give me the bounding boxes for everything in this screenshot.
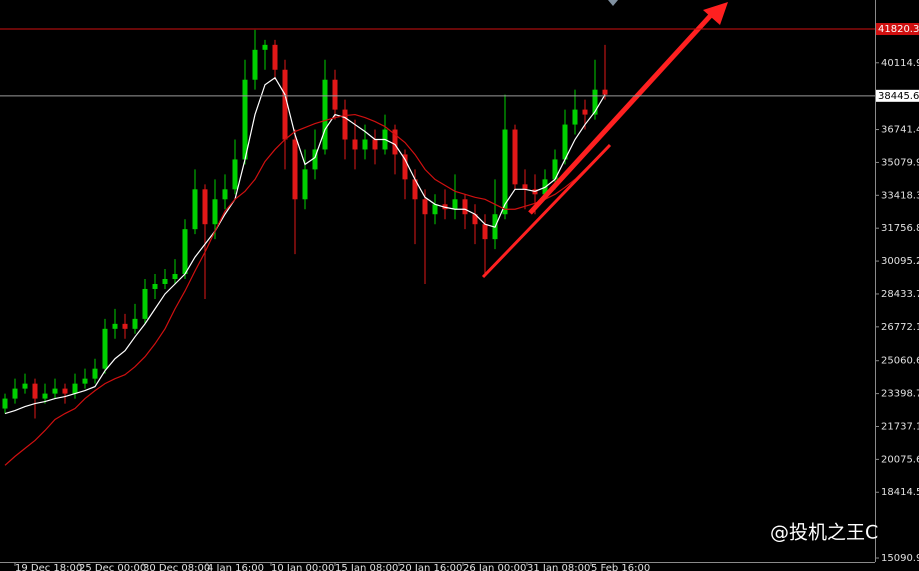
candle-body [182, 229, 188, 275]
y-tick-label: 31756.80 [881, 223, 919, 234]
moving-average [4, 113, 606, 466]
price-label-box [876, 23, 919, 36]
candle-body [172, 274, 178, 280]
candle-body [42, 393, 48, 399]
candle-body [422, 199, 428, 215]
y-tick-label: 35079.90 [881, 157, 919, 168]
watermark: @投机之王C [770, 522, 878, 544]
candle-body [592, 89, 598, 115]
candle-body [222, 189, 228, 200]
candle-body [482, 224, 488, 240]
candle-body [152, 283, 158, 289]
candle-body [362, 139, 368, 150]
candle-body [242, 79, 248, 160]
candle-body [32, 383, 38, 399]
y-tick-label: 40114.90 [881, 58, 919, 69]
y-tick-label: 18414.55 [881, 487, 919, 498]
price-label: 38445.67 [878, 91, 919, 102]
x-tick-label: 15 Jan 08:00 [335, 563, 398, 571]
candle-body [292, 139, 298, 200]
candle-body [462, 199, 468, 215]
candle-body [562, 124, 568, 160]
y-tick-label: 36741.45 [881, 125, 919, 136]
x-tick-label: 19 Dec 18:00 [15, 563, 82, 571]
candle-body [452, 199, 458, 210]
candle-body [502, 129, 508, 215]
candle-body [282, 69, 288, 140]
candle-body [312, 149, 318, 170]
candle-body [12, 388, 18, 399]
y-tick-label: 20075.60 [881, 454, 919, 465]
trend-line [481, 143, 612, 279]
candle-body [162, 279, 168, 284]
plot-area [2, 29, 608, 466]
candle-body [202, 189, 208, 225]
candle-body [92, 368, 98, 379]
candle-body [582, 109, 588, 115]
candle-body [402, 154, 408, 180]
candle-body [52, 388, 58, 394]
candle-body [412, 179, 418, 200]
candle-body [112, 323, 118, 329]
y-tick-label: 30095.25 [881, 256, 919, 267]
candle-body [102, 328, 108, 369]
y-tick-label: 25060.60 [881, 356, 919, 367]
candle-body [522, 184, 528, 190]
price-label-box [876, 89, 919, 102]
candle-body [22, 383, 28, 389]
y-tick-label: 28433.70 [881, 289, 919, 300]
candle-body [262, 44, 268, 50]
candle-body [82, 378, 88, 384]
candle-body [192, 189, 198, 230]
marker [608, 0, 618, 6]
candle-body [332, 79, 338, 110]
candle-body [252, 49, 258, 80]
candle-body [322, 79, 328, 150]
candle-body [2, 398, 8, 409]
arrow-head [703, 2, 728, 25]
candle-body [72, 383, 78, 394]
candle-body [62, 388, 68, 394]
x-tick-label: 26 Jan 00:00 [463, 563, 526, 571]
candle-body [432, 204, 438, 215]
candle-body [572, 109, 578, 125]
price-label: 41820.38 [878, 24, 919, 35]
candle-body [372, 139, 378, 150]
candle-body [392, 129, 398, 155]
x-tick-label: 10 Jan 00:00 [271, 563, 334, 571]
candle-body [212, 199, 218, 225]
y-tick-label: 15090.95 [881, 553, 919, 564]
x-tick-label: 20 Jan 16:00 [399, 563, 462, 571]
candle-body [122, 323, 128, 329]
x-tick-label: 25 Dec 00:00 [79, 563, 146, 571]
y-tick-label: 23398.70 [881, 389, 919, 400]
candle-body [352, 139, 358, 150]
arrow-shaft [528, 12, 714, 215]
candle-body [602, 89, 608, 95]
candle-body [552, 159, 558, 180]
moving-average [4, 76, 606, 415]
candle-body [272, 44, 278, 70]
candle-body [512, 129, 518, 185]
y-tick-label: 33418.35 [881, 190, 919, 201]
candle-body [342, 109, 348, 140]
candle-body [142, 288, 148, 319]
x-tick-label: 31 Jan 08:00 [527, 563, 590, 571]
candle-body [232, 159, 238, 190]
x-tick-label: 30 Dec 08:00 [143, 563, 210, 571]
candle-body [472, 214, 478, 225]
x-tick-label: 5 Feb 16:00 [591, 563, 650, 571]
y-tick-label: 26772.15 [881, 322, 919, 333]
candle-body [302, 169, 308, 200]
y-tick-label: 21737.15 [881, 421, 919, 432]
candle-body [132, 318, 138, 329]
x-tick-label: 4 Jan 16:00 [207, 563, 264, 571]
